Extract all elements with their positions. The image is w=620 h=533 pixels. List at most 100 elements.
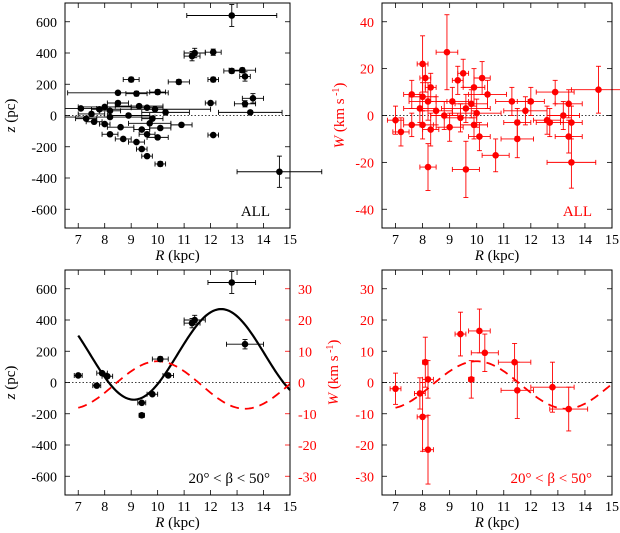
point-marker [454, 77, 462, 84]
data-point [128, 138, 145, 146]
x-axis-label-unit: (kpc) [484, 515, 519, 531]
data-point [207, 76, 219, 83]
data-point [451, 65, 464, 95]
point-marker [443, 48, 451, 56]
point-marker [419, 60, 426, 68]
x-axis-label: R (kpc) [474, 248, 520, 264]
y-tick-label: -400 [31, 439, 57, 454]
point-marker [138, 412, 146, 419]
point-marker [138, 399, 146, 407]
point-marker [138, 145, 146, 153]
point-marker [481, 349, 489, 357]
panel-annotation: 20° < β < 50° [188, 471, 270, 487]
x-tick-label: 12 [524, 500, 538, 515]
point-marker [106, 130, 114, 138]
point-marker [154, 88, 161, 96]
point-marker [88, 110, 95, 118]
point-marker [135, 102, 143, 110]
x-tick-label: 9 [128, 500, 135, 515]
x-tick-label: 9 [128, 233, 135, 248]
x-tick-label: 8 [419, 500, 426, 515]
panel-frame [64, 2, 291, 229]
data-point [141, 115, 164, 122]
point-marker [228, 279, 236, 286]
point-marker [513, 387, 521, 394]
point-marker [421, 74, 429, 82]
x-tick-label: 13 [551, 233, 565, 248]
y-axis-label: z (pc) [3, 366, 19, 401]
y-tick-label: -20 [355, 156, 374, 171]
point-marker [424, 163, 432, 171]
data-point [549, 386, 589, 432]
x-tick-label: 13 [230, 233, 244, 248]
data-point [138, 412, 146, 419]
y-tick-label: 40 [360, 16, 374, 31]
data-point [468, 122, 491, 152]
point-marker [119, 135, 127, 143]
point-marker [478, 74, 486, 82]
x-tick-label: 10 [151, 233, 165, 248]
data-point [411, 110, 434, 140]
y-tick-label: 200 [36, 78, 57, 93]
point-marker [470, 121, 478, 129]
data-point [239, 71, 251, 82]
x-tick-label: 14 [578, 233, 592, 248]
point-marker [432, 107, 440, 115]
data-point [570, 65, 620, 114]
x-tick-label: 11 [177, 233, 190, 248]
data-point [233, 100, 257, 108]
y2-axis-label-sup: -1 [325, 345, 336, 356]
point-marker [133, 138, 140, 146]
point-marker [470, 84, 478, 91]
data-point [460, 110, 488, 140]
data-point [67, 89, 169, 97]
data-point [500, 119, 534, 159]
panel-frame [381, 269, 613, 496]
y-axis-label-sup: -1 [331, 88, 342, 99]
point-marker [424, 98, 432, 105]
data-point [149, 124, 172, 132]
point-marker [476, 133, 483, 140]
point-marker [408, 91, 416, 98]
data-point [467, 360, 475, 399]
x-tick-label: 8 [419, 233, 426, 248]
y2-tick-label: -30 [298, 470, 317, 485]
y-tick-label: 20 [360, 314, 374, 329]
point-marker [424, 446, 432, 453]
x-tick-label: 10 [470, 500, 484, 515]
data-point [85, 118, 103, 126]
data-point [106, 99, 129, 107]
point-marker [143, 104, 151, 111]
y2-axis-label: W (km s -1) [325, 340, 342, 406]
data-point [137, 399, 147, 407]
x-axis-label: R (kpc) [474, 515, 520, 531]
y-tick-label: 10 [360, 345, 374, 360]
y-tick-label: -20 [355, 439, 374, 454]
data-point [77, 110, 106, 118]
data-point [535, 79, 575, 105]
panel-top-left: 7 8 9 10 11 12 13 14 15 -600 -400 -200 0 200 400 600 ALL… [3, 2, 323, 264]
point-marker [427, 126, 435, 133]
point-marker [101, 120, 109, 128]
panel-annotation: 20° < β < 50° [510, 471, 592, 487]
point-marker [449, 98, 456, 105]
point-marker [178, 121, 185, 129]
x-tick-label: 7 [75, 233, 82, 248]
data-point [73, 372, 83, 379]
data-point [101, 372, 114, 380]
point-marker [397, 128, 405, 136]
point-marker [146, 120, 154, 127]
data-point [419, 143, 437, 191]
data-point [167, 78, 190, 86]
y-tick-label: 0 [50, 110, 57, 125]
point-marker [228, 67, 236, 75]
x-tick-label: 11 [497, 233, 510, 248]
point-marker [459, 70, 467, 77]
y-axis-label-close: ) [332, 83, 348, 88]
y-tick-label: -10 [355, 408, 374, 423]
point-marker [93, 382, 101, 389]
data-point [435, 112, 464, 142]
data-point [141, 152, 153, 160]
point-marker [549, 383, 556, 391]
point-marker [419, 93, 426, 101]
